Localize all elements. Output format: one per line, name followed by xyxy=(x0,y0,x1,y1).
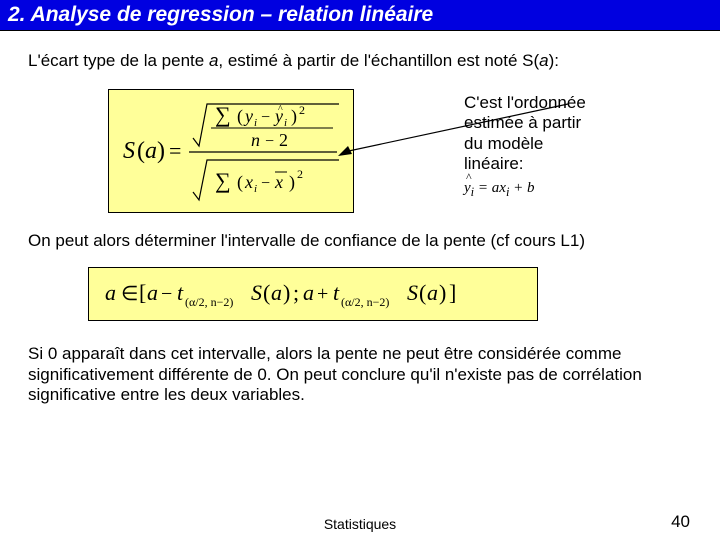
svg-text:): ) xyxy=(157,138,165,164)
svg-text:;: ; xyxy=(293,280,299,305)
side-note-l2: estimée à partir xyxy=(464,113,586,133)
formula-box-interval: a ∈ [ a − t (α/2, n−2) S ( a ) ; a + t (… xyxy=(88,267,538,321)
intro-paragraph: L'écart type de la pente a, estimé à par… xyxy=(28,51,692,71)
mini-equation: yi = axi + b xyxy=(464,179,586,200)
svg-text:n: n xyxy=(251,130,260,150)
svg-text:i: i xyxy=(254,183,257,195)
formula-row: S ( a ) = ∑ ( y i − ^ y i xyxy=(28,89,692,213)
svg-text:): ) xyxy=(289,172,295,193)
svg-text:(: ( xyxy=(263,280,270,305)
section-header: 2. Analyse de regression – relation liné… xyxy=(0,0,720,31)
svg-text:S: S xyxy=(251,280,262,305)
svg-text:S: S xyxy=(407,280,418,305)
svg-text:x: x xyxy=(274,172,283,192)
svg-text:t: t xyxy=(177,280,184,305)
svg-text:a: a xyxy=(303,280,314,305)
svg-text:−: − xyxy=(161,283,172,305)
svg-text:(: ( xyxy=(237,106,243,127)
svg-text:2: 2 xyxy=(299,103,305,117)
svg-text:2: 2 xyxy=(279,130,288,150)
formula-sa-svg: S ( a ) = ∑ ( y i − ^ y i xyxy=(121,96,341,206)
svg-text:i: i xyxy=(284,117,287,129)
svg-text:t: t xyxy=(333,280,340,305)
svg-text:(: ( xyxy=(237,172,243,193)
intro-var-a1: a xyxy=(209,51,218,70)
svg-text:a: a xyxy=(105,280,116,305)
svg-text:): ) xyxy=(439,280,446,305)
side-note-l3: du modèle xyxy=(464,134,586,154)
svg-text:(α/2, n−2): (α/2, n−2) xyxy=(185,295,233,309)
page-number: 40 xyxy=(671,512,690,532)
svg-text:): ) xyxy=(283,280,290,305)
svg-text:]: ] xyxy=(449,280,456,305)
svg-text:(: ( xyxy=(419,280,426,305)
svg-text:2: 2 xyxy=(297,167,303,181)
svg-text:a: a xyxy=(145,138,157,164)
svg-text:a: a xyxy=(427,280,438,305)
intro-pre: L'écart type de la pente xyxy=(28,51,209,70)
svg-text:x: x xyxy=(244,172,253,192)
section-title: 2. Analyse de regression – relation liné… xyxy=(8,3,433,26)
svg-text:): ) xyxy=(291,106,297,127)
svg-text:(: ( xyxy=(137,138,145,164)
para-conclusion: Si 0 apparaît dans cet intervalle, alors… xyxy=(28,344,692,405)
svg-text:∑: ∑ xyxy=(215,102,231,127)
svg-text:∑: ∑ xyxy=(215,168,231,193)
footer: Statistiques xyxy=(0,516,720,532)
svg-text:−: − xyxy=(265,133,274,150)
intro-var-a2: a xyxy=(539,51,548,70)
para-confidence: On peut alors déterminer l'intervalle de… xyxy=(28,231,692,251)
svg-text:S: S xyxy=(123,138,135,164)
content-area: L'écart type de la pente a, estimé à par… xyxy=(0,31,720,406)
svg-text:−: − xyxy=(261,109,270,126)
formula-box-sa: S ( a ) = ∑ ( y i − ^ y i xyxy=(108,89,354,213)
side-note: C'est l'ordonnée estimée à partir du mod… xyxy=(464,93,586,200)
svg-text:a: a xyxy=(147,280,158,305)
intro-mid: , estimé à partir de l'échantillon est n… xyxy=(218,51,539,70)
formula-interval-svg: a ∈ [ a − t (α/2, n−2) S ( a ) ; a + t (… xyxy=(103,276,523,312)
side-note-l4: linéaire: xyxy=(464,154,586,174)
side-note-l1: C'est l'ordonnée xyxy=(464,93,586,113)
svg-text:(α/2, n−2): (α/2, n−2) xyxy=(341,295,389,309)
footer-label: Statistiques xyxy=(324,516,396,532)
svg-text:y: y xyxy=(273,106,283,126)
svg-text:i: i xyxy=(254,117,257,129)
svg-text:a: a xyxy=(271,280,282,305)
intro-post: ): xyxy=(549,51,559,70)
svg-text:−: − xyxy=(261,175,270,192)
svg-text:∈: ∈ xyxy=(121,283,138,305)
svg-text:=: = xyxy=(169,138,181,163)
svg-text:+: + xyxy=(317,283,328,305)
svg-text:[: [ xyxy=(139,280,146,305)
svg-text:y: y xyxy=(243,106,253,126)
